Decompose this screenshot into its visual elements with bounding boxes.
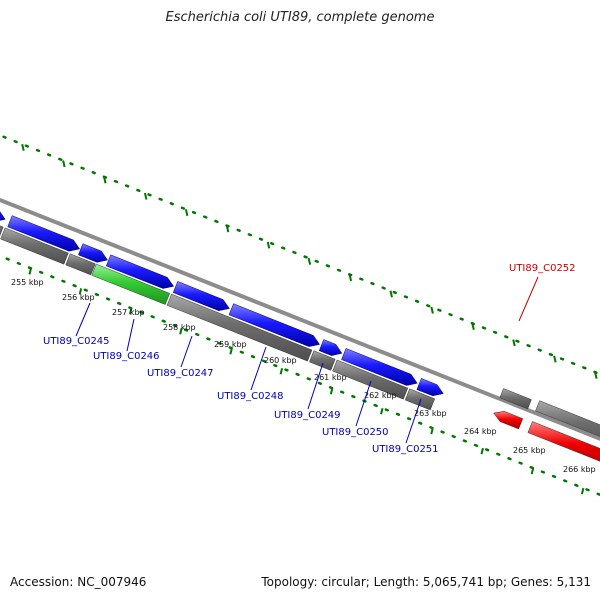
outer-ruler-tick [471,323,475,331]
inner-ruler-tick [28,268,32,275]
outer-ruler-tick [553,355,557,363]
gene-label[interactable]: UTI89_C0251 [372,444,439,455]
gene-label-leader [75,302,91,337]
forward-cds-4[interactable] [105,254,175,289]
forward-cds-7[interactable] [318,339,343,356]
forward-cds-1[interactable] [0,204,6,222]
inner-dotted-ruler [0,254,600,497]
kbp-tick-label: 255 kbp [11,278,44,287]
outer-ruler-tick [389,290,393,298]
selected-gene-long[interactable] [527,421,600,472]
inner-ruler-tick [580,487,585,495]
forward-cds-6[interactable] [228,303,321,347]
genome-title: Escherichia coli UTI89, complete genome [165,10,435,25]
kbp-tick-label: 256 kbp [62,293,95,302]
inner-ruler-tick [530,467,535,475]
gene-label[interactable]: UTI89_C0249 [274,410,341,421]
gene-label[interactable]: UTI89_C0252 [509,263,576,274]
forward-cds-8[interactable] [341,348,418,386]
kbp-tick-label: 265 kbp [513,446,546,455]
inner-ruler-tick [380,407,384,415]
reverse-gene-1[interactable] [0,217,4,238]
inner-ruler-tick [179,328,183,335]
gene-label-leader [518,276,539,322]
gene-label[interactable]: UTI89_C0246 [93,351,160,362]
genome-summary-text: Topology: circular; Length: 5,065,741 bp… [261,575,591,589]
kbp-tick-label: 266 kbp [563,465,596,474]
reverse-gene-4[interactable] [166,293,313,362]
forward-cds-2[interactable] [7,215,81,252]
selected-gene-arrow[interactable] [493,411,524,430]
outer-ruler-tick [348,274,353,282]
gene-label[interactable]: UTI89_C0248 [217,391,284,402]
outer-ruler-tick [103,176,107,184]
inner-ruler-tick [279,367,284,375]
outer-ruler-tick [143,192,148,200]
kbp-tick-label: 263 kbp [414,409,447,418]
kbp-tick-label: 259 kbp [214,340,247,349]
outer-ruler-tick [307,257,312,265]
dotted-ruler-layer [0,135,600,497]
accession-text: Accession: NC_007946 [10,575,147,589]
kbp-tick-label: 262 kbp [364,391,397,400]
highlighted-gene[interactable] [91,263,171,305]
outer-ruler-tick [225,225,230,233]
gene-label[interactable]: UTI89_C0245 [43,336,110,347]
inner-ruler-tick [78,288,83,295]
forward-cds-9[interactable] [416,378,444,397]
reverse-gene-7[interactable] [404,388,436,411]
reverse-gene-2[interactable] [0,227,69,265]
outer-ruler-tick [430,306,434,314]
gene-label-leader [180,335,193,368]
label-layer: 255 kbp 256 kbp 257 kbp 258 kbp 259 kbp 260 k… [11,263,596,474]
gene-label-leader [250,346,267,391]
gene-label-leader [126,318,135,352]
forward-cds-5[interactable] [172,281,230,311]
kbp-tick-label: 260 kbp [264,356,297,365]
gene-label-leader [307,362,324,410]
outer-ruler-tick [21,143,25,151]
backbone-line [0,197,600,441]
gene-label[interactable]: UTI89_C0250 [322,427,389,438]
reverse-gene-3[interactable] [65,253,96,276]
kbp-tick-label: 261 kbp [314,373,347,382]
feature-layer[interactable] [0,204,600,471]
outer-ruler-tick [62,160,66,168]
outer-ruler-tick [184,209,189,217]
inner-ruler-tick [480,447,484,455]
gene-label[interactable]: UTI89_C0247 [147,368,214,379]
kbp-tick-label: 264 kbp [464,427,497,436]
reverse-gene-6[interactable] [332,359,409,400]
gene-label-leader [405,398,422,444]
outer-ruler-tick [594,371,598,379]
outer-ruler-tick [266,241,271,249]
backbone-layer [0,197,600,441]
gene-gray-long-right[interactable] [535,400,600,450]
inner-ruler-tick [128,308,133,315]
inner-ruler-tick [430,427,434,435]
inner-ruler-tick [329,387,334,395]
gene-gray-upper-right[interactable] [499,388,532,410]
reverse-gene-5[interactable] [309,350,336,371]
kbp-tick-label: 257 kbp [112,308,145,317]
kbp-tick-label: 258 kbp [163,323,196,332]
outer-ruler-tick [512,339,516,347]
inner-ruler-tick [229,348,233,355]
forward-cds-3[interactable] [78,243,108,263]
gene-label-leader [355,380,372,427]
